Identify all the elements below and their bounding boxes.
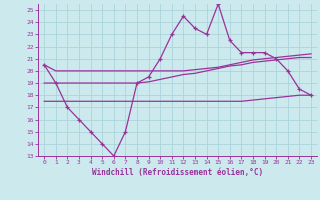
X-axis label: Windchill (Refroidissement éolien,°C): Windchill (Refroidissement éolien,°C) <box>92 168 263 177</box>
